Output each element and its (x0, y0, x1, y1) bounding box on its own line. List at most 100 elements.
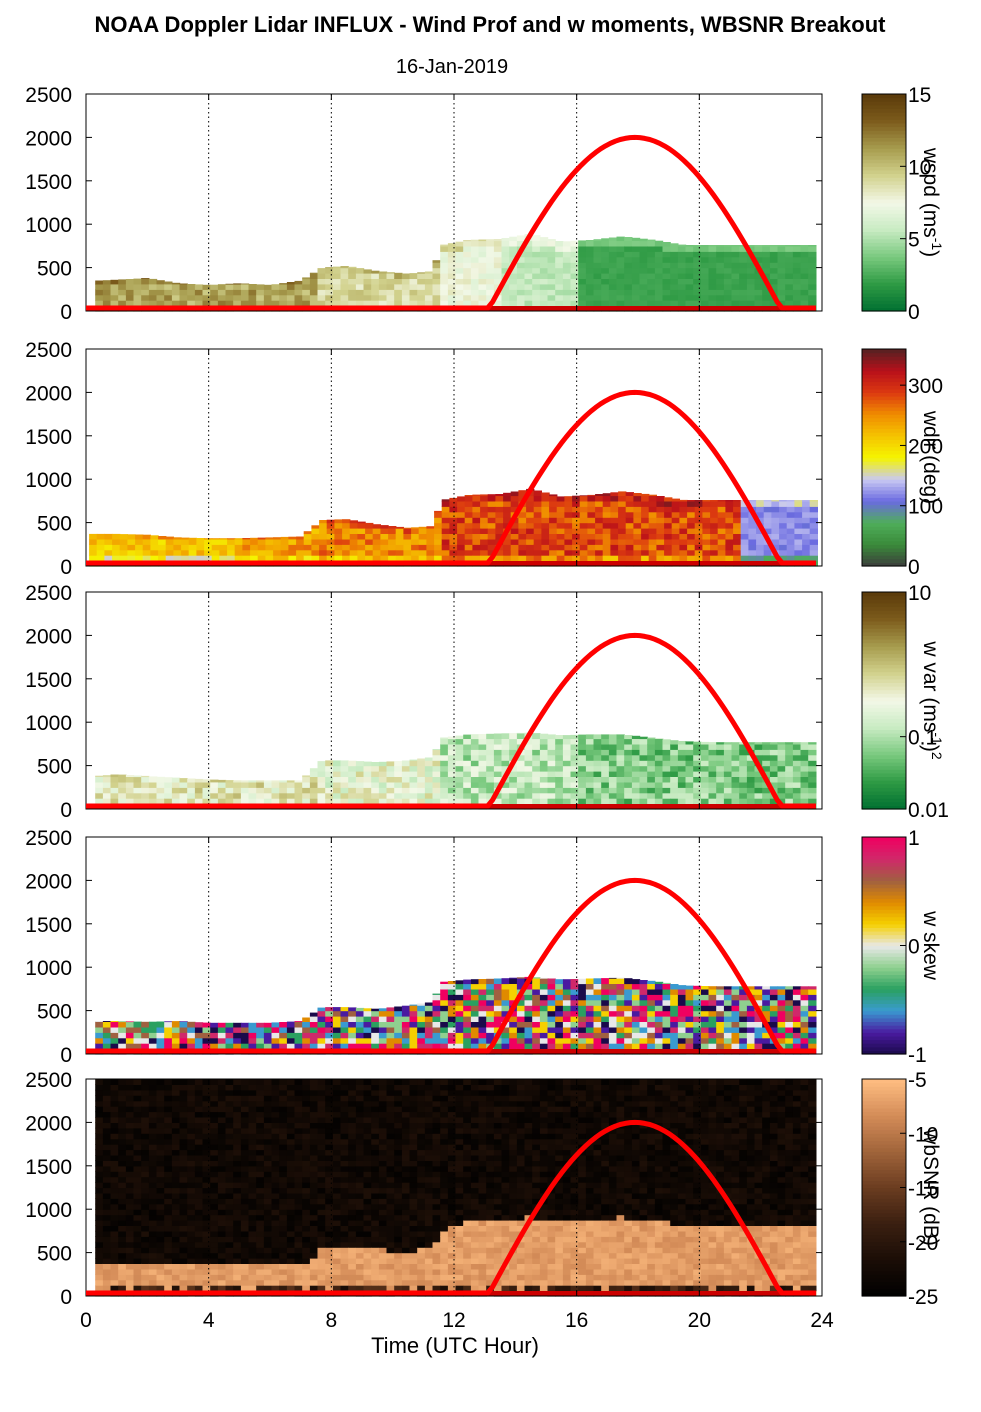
heatmap-cell (325, 792, 334, 799)
heatmap-cell (486, 1016, 495, 1022)
heatmap-cell (762, 1032, 771, 1039)
heatmap-cell (547, 787, 556, 794)
heatmap-cell (624, 294, 633, 301)
heatmap-cell (608, 977, 618, 979)
heatmap-cell (808, 245, 817, 247)
heatmap-cell (240, 798, 250, 805)
heatmap-cell (785, 999, 794, 1006)
heatmap-cell (670, 300, 679, 307)
heatmap-cell (95, 1230, 104, 1237)
heatmap-cell (424, 1021, 434, 1028)
heatmap-cell (394, 294, 403, 301)
heatmap-cell (110, 1021, 119, 1028)
heatmap-cell (585, 1005, 595, 1012)
heatmap-cell (388, 526, 397, 529)
heatmap-cell (440, 737, 449, 739)
heatmap-cell (601, 238, 610, 241)
heatmap-cell (679, 517, 688, 524)
heatmap-cell (802, 533, 811, 540)
heatmap-cell (142, 544, 151, 551)
heatmap-cell (631, 1021, 641, 1028)
heatmap-cell (256, 781, 265, 788)
heatmap-cell (194, 1089, 204, 1096)
heatmap-cell (501, 283, 510, 290)
heatmap-cell (403, 528, 412, 534)
heatmap-cell (118, 1176, 127, 1183)
heatmap-cell (708, 754, 717, 761)
heatmap-cell (148, 1089, 158, 1096)
heatmap-cell (785, 760, 794, 767)
heatmap-cell (733, 533, 742, 540)
heatmap-cell (769, 999, 779, 1006)
heatmap-cell (148, 1037, 158, 1044)
heatmap-cell (746, 1037, 756, 1044)
heatmap-cell (624, 798, 633, 805)
heatmap-cell (700, 760, 710, 767)
heatmap-cell (495, 517, 504, 524)
heatmap-cell (440, 262, 449, 269)
heatmap-cell (700, 787, 710, 794)
heatmap-cell (547, 294, 556, 301)
heatmap-cell (716, 798, 725, 805)
heatmap-cell (447, 754, 457, 761)
colorbar-segment (862, 504, 906, 509)
heatmap-cell (457, 496, 466, 502)
heatmap-cell (187, 792, 196, 799)
heatmap-cells (95, 976, 817, 1055)
heatmap-cell (495, 528, 504, 534)
heatmap-cell (731, 743, 740, 750)
heatmap-cell (562, 1043, 572, 1050)
heatmap-cell (648, 538, 657, 545)
heatmap-cell (593, 983, 602, 990)
heatmap-cell (771, 533, 780, 540)
heatmap-cell (647, 792, 656, 799)
heatmap-cell (585, 1043, 595, 1050)
heatmap-cell (518, 544, 527, 551)
heatmap-cell (418, 555, 427, 562)
heatmap-cell (118, 1122, 127, 1129)
heatmap-cell (340, 1043, 349, 1050)
heatmap-cell (125, 1165, 135, 1172)
heatmap-cell (587, 506, 596, 513)
heatmap-cell (325, 294, 334, 301)
heatmap-cell (102, 792, 112, 799)
heatmap-cell (578, 1016, 587, 1022)
heatmap-cell (754, 1016, 763, 1022)
heatmap-cell (769, 765, 779, 772)
heatmap-cell (585, 1032, 595, 1039)
heatmap-cell (533, 533, 542, 540)
heatmap-cell (179, 1187, 188, 1194)
heatmap-cell (179, 1138, 188, 1145)
heatmap-cell (487, 495, 496, 502)
heatmap-cell (133, 1111, 142, 1118)
heatmap-cell (685, 267, 694, 274)
heatmap-cell (532, 771, 541, 777)
heatmap-cell (110, 1274, 119, 1281)
heatmap-cell (110, 1138, 119, 1145)
heatmap-cell (181, 538, 190, 545)
heatmap-cell (685, 781, 694, 788)
heatmap-cell (800, 781, 809, 788)
heatmap-cell (417, 300, 426, 307)
heatmap-cell (125, 1203, 135, 1210)
heatmap-cell (723, 743, 733, 750)
heatmap-cell (648, 506, 657, 513)
heatmap-cell (434, 528, 443, 534)
heatmap-cell (409, 798, 418, 805)
heatmap-cell (746, 262, 756, 269)
heatmap-cell (133, 1122, 142, 1129)
heatmap-cell (463, 289, 472, 296)
heatmap-cell (148, 1274, 158, 1281)
heatmap-cell (800, 1016, 809, 1022)
heatmap-cell (762, 994, 771, 1001)
heatmap-cell (455, 735, 464, 740)
colorbar-segment (862, 529, 906, 534)
heatmap-cell (693, 988, 702, 995)
heatmap-cell (102, 1198, 112, 1205)
heatmap-cell (685, 1037, 694, 1044)
heatmap-cell (141, 294, 150, 301)
heatmap-cell (585, 734, 595, 740)
heatmap-cell (463, 988, 472, 995)
colorbar-segment (862, 762, 906, 767)
heatmap-cell (440, 1021, 449, 1028)
